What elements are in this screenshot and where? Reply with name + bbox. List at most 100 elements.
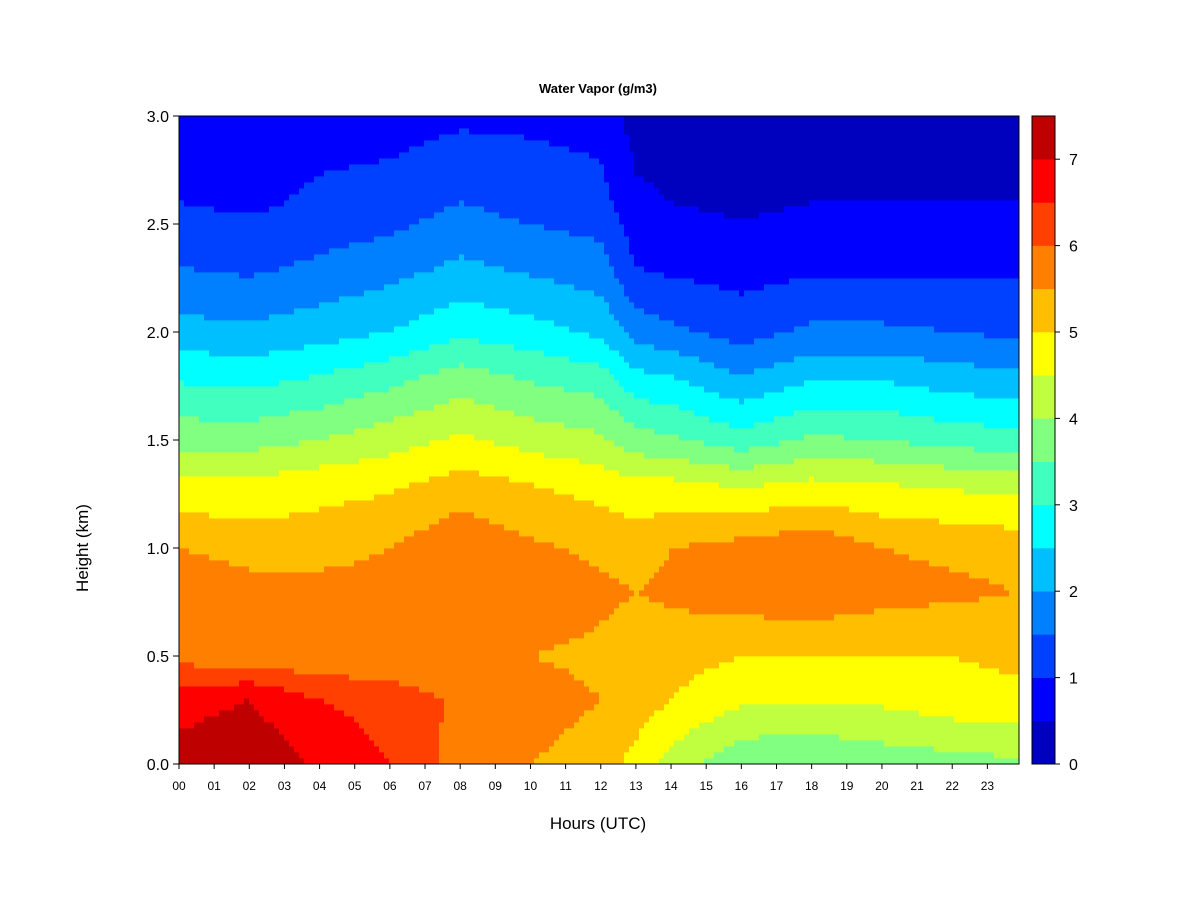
heatmap-cell xyxy=(179,620,185,627)
heatmap-cell xyxy=(319,644,325,651)
heatmap-cell xyxy=(384,266,390,273)
heatmap-cell xyxy=(229,416,235,423)
heatmap-cell xyxy=(334,500,340,507)
heatmap-cell xyxy=(259,416,265,423)
heatmap-cell xyxy=(189,230,195,237)
heatmap-cell xyxy=(204,134,210,141)
heatmap-cell xyxy=(294,590,300,597)
heatmap-cell xyxy=(344,692,350,699)
heatmap-cell xyxy=(259,374,265,381)
heatmap-cell xyxy=(369,326,375,333)
heatmap-cell xyxy=(299,656,305,663)
heatmap-cell xyxy=(249,686,255,693)
heatmap-cell xyxy=(184,392,190,399)
heatmap-cell xyxy=(354,638,360,645)
heatmap-cell xyxy=(399,662,405,669)
heatmap-cell xyxy=(289,590,295,597)
heatmap-cell xyxy=(244,722,250,729)
heatmap-cell xyxy=(179,524,185,531)
heatmap-cell xyxy=(369,230,375,237)
heatmap-cell xyxy=(389,518,395,525)
heatmap-cell xyxy=(389,608,395,615)
heatmap-cell xyxy=(274,404,280,411)
heatmap-cell xyxy=(399,428,405,435)
heatmap-cell xyxy=(379,410,385,417)
heatmap-cell xyxy=(374,608,380,615)
heatmap-cell xyxy=(269,260,275,267)
heatmap-cell xyxy=(399,452,405,459)
heatmap-cell xyxy=(229,326,235,333)
heatmap-cell xyxy=(209,170,215,177)
heatmap-cell xyxy=(269,164,275,171)
heatmap-cell xyxy=(289,266,295,273)
heatmap-cell xyxy=(284,632,290,639)
heatmap-cell xyxy=(239,218,245,225)
heatmap-cell xyxy=(184,476,190,483)
heatmap-cell xyxy=(319,194,325,201)
heatmap-cell xyxy=(209,638,215,645)
heatmap-cell xyxy=(239,428,245,435)
heatmap-cell xyxy=(194,392,200,399)
heatmap-cell xyxy=(399,482,405,489)
heatmap-cell xyxy=(199,230,205,237)
heatmap-cell xyxy=(184,722,190,729)
heatmap-cell xyxy=(239,620,245,627)
heatmap-cell xyxy=(254,422,260,429)
heatmap-cell xyxy=(219,590,225,597)
heatmap-cell xyxy=(294,716,300,723)
heatmap-cell xyxy=(399,674,405,681)
heatmap-cell xyxy=(229,266,235,273)
heatmap-cell xyxy=(294,368,300,375)
heatmap-cell xyxy=(349,506,355,513)
heatmap-cell xyxy=(269,674,275,681)
heatmap-cell xyxy=(379,614,385,621)
heatmap-cell xyxy=(389,140,395,147)
heatmap-cell xyxy=(394,188,400,195)
heatmap-cell xyxy=(224,482,230,489)
heatmap-cell xyxy=(404,398,410,405)
heatmap-cell xyxy=(179,242,185,249)
heatmap-cell xyxy=(329,506,335,513)
heatmap-cell xyxy=(304,452,310,459)
heatmap-cell xyxy=(404,494,410,501)
heatmap-cell xyxy=(289,506,295,513)
heatmap-cell xyxy=(199,644,205,651)
heatmap-cell xyxy=(289,662,295,669)
heatmap-cell xyxy=(204,566,210,573)
heatmap-cell xyxy=(374,122,380,129)
heatmap-cell xyxy=(264,404,270,411)
heatmap-cell xyxy=(179,188,185,195)
heatmap-cell xyxy=(389,644,395,651)
heatmap-cell xyxy=(294,140,300,147)
heatmap-cell xyxy=(274,662,280,669)
heatmap-cell xyxy=(334,146,340,153)
heatmap-cell xyxy=(239,560,245,567)
heatmap-cell xyxy=(214,758,220,765)
heatmap-cell xyxy=(314,488,320,495)
heatmap-cell xyxy=(284,152,290,159)
heatmap-cell xyxy=(229,536,235,543)
heatmap-cell xyxy=(299,734,305,741)
heatmap-cell xyxy=(189,254,195,261)
heatmap-cell xyxy=(224,404,230,411)
heatmap-cell xyxy=(309,170,315,177)
heatmap-cell xyxy=(379,734,385,741)
heatmap-cell xyxy=(239,398,245,405)
heatmap-cell xyxy=(344,200,350,207)
heatmap-cell xyxy=(214,374,220,381)
heatmap-cell xyxy=(194,482,200,489)
heatmap-cell xyxy=(364,608,370,615)
heatmap-cell xyxy=(319,314,325,321)
heatmap-cell xyxy=(299,134,305,141)
heatmap-cell xyxy=(209,248,215,255)
heatmap-cell xyxy=(349,158,355,165)
heatmap-cell xyxy=(199,512,205,519)
heatmap-cell xyxy=(319,674,325,681)
heatmap-cell xyxy=(194,176,200,183)
heatmap-cell xyxy=(284,212,290,219)
heatmap-cell xyxy=(359,146,365,153)
heatmap-cell xyxy=(324,350,330,357)
heatmap-cell xyxy=(179,332,185,339)
heatmap-cell xyxy=(209,704,215,711)
heatmap-cell xyxy=(204,596,210,603)
